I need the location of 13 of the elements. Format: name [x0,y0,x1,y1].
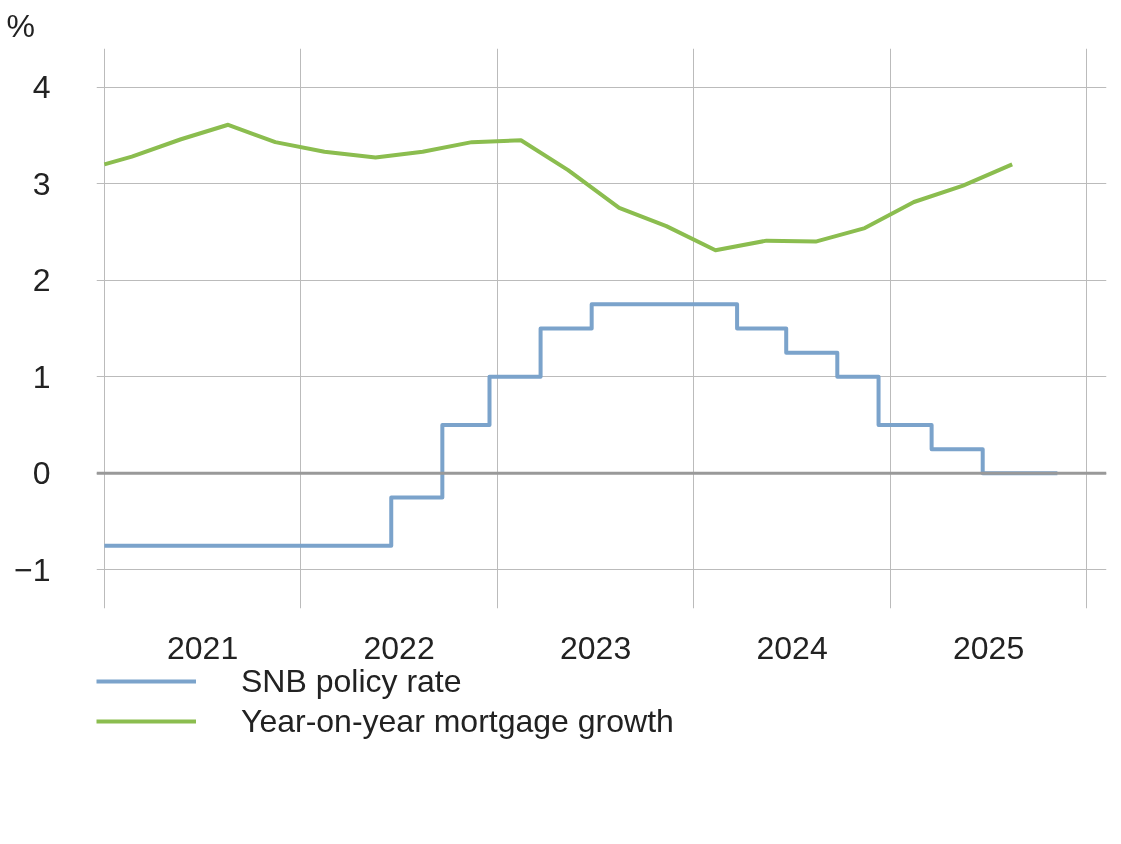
y-tick-label: −1 [14,551,51,588]
y-axis-title: % [6,7,35,44]
x-tick-label: 2025 [953,629,1025,666]
line-series [102,122,1015,253]
x-tick-label: 2024 [756,629,828,666]
x-tick-label: 2023 [560,629,632,666]
y-tick-label: 1 [32,358,51,395]
x-tick-label: 2021 [167,629,239,666]
y-tick-label: 4 [32,69,51,106]
y-tick-label: 3 [32,165,51,202]
legend-label: Year-on-year mortgage growth [241,702,674,740]
y-tick-label: 0 [32,455,51,492]
y-tick-label: 2 [32,262,51,299]
